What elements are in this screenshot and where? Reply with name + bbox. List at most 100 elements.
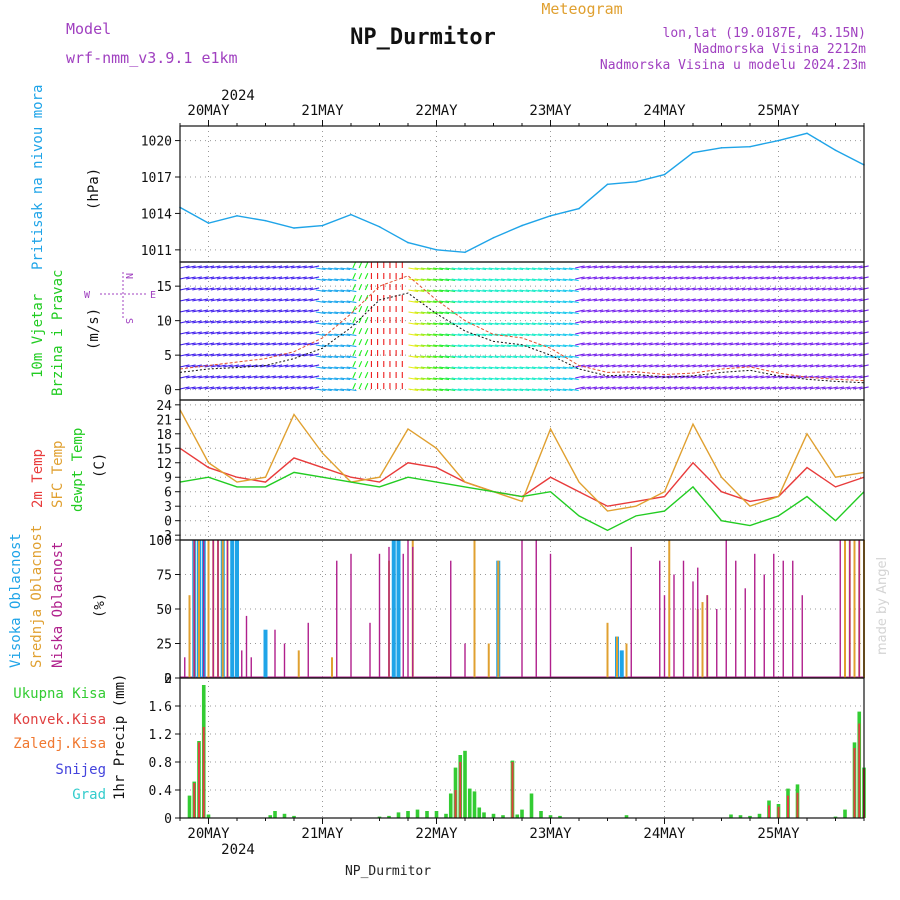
wind-arrow: [581, 353, 591, 357]
wind-arrow: [445, 388, 456, 392]
wind-arrow: [358, 338, 363, 346]
wind-arrow: [519, 289, 530, 293]
wind-arrow: [692, 331, 703, 335]
wind-arrow: [328, 278, 338, 282]
wind-arrow: [704, 353, 715, 357]
wind-arrow: [618, 320, 628, 324]
wind-arrow: [729, 298, 740, 302]
wind-arrow: [414, 289, 425, 293]
wind-arrow: [778, 364, 789, 368]
wind-arrow: [284, 375, 295, 379]
wind-arrow: [680, 265, 690, 269]
precip-bar-0: [515, 814, 520, 818]
wind-arrow: [235, 364, 246, 368]
wind-arrow: [618, 309, 628, 313]
wind-arrow: [315, 300, 326, 304]
wind-arrow: [420, 377, 431, 381]
wind-arrow: [297, 287, 307, 291]
wind-arrow: [698, 386, 709, 390]
wind-arrow: [649, 265, 659, 269]
precip-bar-0: [748, 815, 752, 818]
wind-arrow: [291, 298, 301, 302]
wind-arrow: [272, 353, 283, 357]
wind-arrow: [364, 327, 369, 335]
wind-arrow: [735, 265, 746, 269]
wind-arrow: [624, 298, 635, 302]
wind-arrow: [204, 331, 215, 335]
cloud-bar-2: [193, 540, 195, 678]
wind-arrow: [538, 300, 548, 304]
wind-arrow: [791, 342, 801, 346]
wind-arrow: [649, 342, 659, 346]
wind-arrow: [815, 353, 826, 357]
wind-arrow: [253, 287, 264, 291]
wind-arrow: [649, 287, 659, 291]
wind-arrow: [791, 287, 801, 291]
wind-arrow: [828, 320, 838, 324]
wind-arrow: [260, 320, 270, 324]
pressure-ytick-label: 1020: [141, 135, 172, 150]
wind-arrow: [513, 388, 524, 392]
wind-arrow: [785, 364, 795, 368]
wind-arrow: [568, 344, 579, 348]
wind-arrow: [284, 386, 295, 390]
wind-arrow: [321, 300, 332, 304]
wind-arrow: [667, 276, 678, 280]
day-label-top: 22MAY: [415, 103, 458, 119]
wind-arrow: [346, 377, 357, 381]
wind-arrow: [587, 276, 598, 280]
wind-arrow: [772, 375, 783, 379]
wind-arrow: [198, 309, 209, 313]
wind-arrow: [673, 309, 684, 313]
wind-arrow: [717, 320, 727, 324]
wind-arrow: [686, 353, 696, 357]
wind-arrow: [216, 375, 227, 379]
precipitation-frame: [179, 677, 865, 819]
wind-arrow: [581, 342, 591, 346]
precip-bar-0: [520, 809, 524, 818]
wind-arrow: [710, 309, 721, 313]
wind-arrow: [179, 309, 190, 313]
wind-arrow: [809, 320, 820, 324]
wind-arrow: [445, 333, 456, 337]
wind-arrow: [420, 344, 431, 348]
wind-arrow: [229, 320, 239, 324]
wind-arrow: [834, 320, 845, 324]
wind-arrow: [192, 342, 202, 346]
wind-arrow: [340, 344, 351, 348]
wind-arrow: [439, 311, 450, 315]
cloud-units: (%): [92, 593, 108, 618]
wind-arrow: [291, 287, 301, 291]
wind-arrow: [426, 278, 437, 282]
wind-arrow: [340, 366, 351, 370]
wind-arrow: [439, 278, 450, 282]
pressure-point: [692, 151, 694, 154]
wind-arrow: [463, 333, 474, 337]
wind-arrow: [785, 298, 795, 302]
wind-arrow: [309, 364, 320, 368]
wind-arrow: [470, 344, 480, 348]
wind-arrow: [531, 278, 542, 282]
wind-arrow: [439, 333, 450, 337]
wind-arrow: [785, 342, 795, 346]
wind-arrow: [531, 333, 542, 337]
wind-arrow: [439, 388, 450, 392]
wind-arrow: [457, 300, 468, 304]
wind-arrow: [828, 265, 838, 269]
wind-arrow: [828, 353, 838, 357]
precip-bar-1: [454, 790, 457, 818]
wind-arrow: [593, 375, 604, 379]
wind-arrow: [426, 366, 437, 370]
wind-arrow: [785, 265, 795, 269]
wind-arrow: [525, 289, 536, 293]
wind-arrow: [531, 322, 542, 326]
wind-arrow: [809, 386, 820, 390]
wind-arrow: [266, 364, 276, 368]
wind-arrow: [587, 331, 598, 335]
wind-arrow: [420, 311, 431, 315]
wind-arrow: [834, 331, 845, 335]
wind-arrow: [309, 265, 320, 269]
wind-arrow: [488, 300, 499, 304]
wind-arrow: [364, 305, 369, 313]
cloud-bar-2: [673, 574, 675, 678]
